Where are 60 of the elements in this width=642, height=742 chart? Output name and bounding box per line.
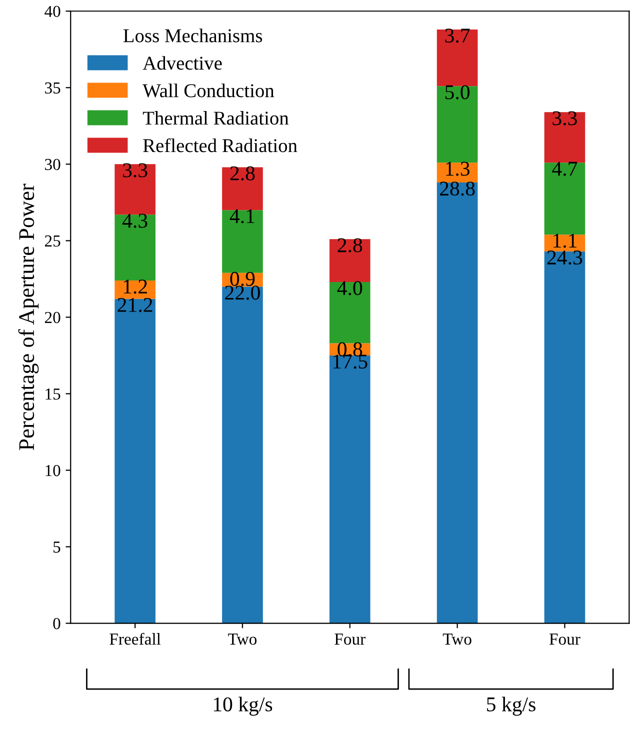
bar <box>544 234 586 252</box>
bar <box>436 29 478 86</box>
bar <box>544 251 586 624</box>
data-label: 3.3 <box>552 111 577 126</box>
text: 5 kg/s <box>487 696 536 716</box>
bar <box>544 162 586 235</box>
x-tick-label: Four <box>334 634 366 645</box>
data-label: 3.7 <box>445 28 470 43</box>
x-tick-label: Two <box>442 634 472 645</box>
data-label: 1.2 <box>124 280 147 294</box>
data-label: 5.0 <box>445 85 470 100</box>
data-label: 21.2 <box>118 298 152 312</box>
legend-label: Thermal Radiation <box>142 111 289 125</box>
y-tick-label: 40 <box>44 6 60 18</box>
x-tick-label: Freefall <box>110 632 161 645</box>
data-label: 17.5 <box>333 354 368 369</box>
data-label: 28.8 <box>440 182 475 196</box>
x-tick-label: Two <box>228 634 257 645</box>
bar <box>436 182 478 624</box>
y-tick-label: 30 <box>45 158 60 170</box>
legend-label: Advective <box>142 56 222 70</box>
bar <box>329 239 370 282</box>
bar <box>222 210 263 273</box>
data-label: 3.3 <box>123 163 148 178</box>
bar <box>114 214 156 280</box>
data-label: 0.8 <box>338 342 362 356</box>
data-label: 4.7 <box>552 162 578 176</box>
y-tick-label: 25 <box>44 235 60 247</box>
bar <box>222 167 263 210</box>
y-tick-label: 35 <box>45 82 60 94</box>
y-tick-label: 5 <box>54 542 60 553</box>
bar <box>114 298 156 624</box>
y-tick-label: 0 <box>53 618 60 630</box>
bar <box>329 282 370 344</box>
bar <box>114 280 156 299</box>
y-tick-label: 20 <box>44 312 60 324</box>
bar <box>329 355 370 624</box>
legend-label: Wall Conduction <box>142 84 274 98</box>
bar <box>114 164 156 215</box>
data-label: 22.0 <box>225 286 260 300</box>
data-label: 4.3 <box>122 214 148 228</box>
bar <box>436 86 478 163</box>
bar <box>222 286 263 624</box>
data-label: 0.9 <box>230 272 255 286</box>
data-label: 4.0 <box>337 281 362 296</box>
bar <box>544 112 586 163</box>
x-tick-label: Four <box>549 634 580 645</box>
text: 10 kg/s <box>214 696 272 716</box>
legend-title: Loss Mechanisms <box>123 28 262 42</box>
legend-label: Reflected Radiation <box>143 138 298 152</box>
y-tick-label: 15 <box>46 388 60 400</box>
y-tick-label: 10 <box>46 464 60 476</box>
data-label: 1.3 <box>446 162 470 176</box>
data-label: 1.1 <box>554 234 576 248</box>
data-label: 4.1 <box>230 209 254 224</box>
y-axis-title: Percentage of Aperture Power <box>18 184 39 450</box>
data-label: 2.8 <box>338 238 362 252</box>
bar <box>436 162 478 183</box>
data-label: 24.3 <box>547 250 582 265</box>
data-label: 2.8 <box>230 166 255 180</box>
